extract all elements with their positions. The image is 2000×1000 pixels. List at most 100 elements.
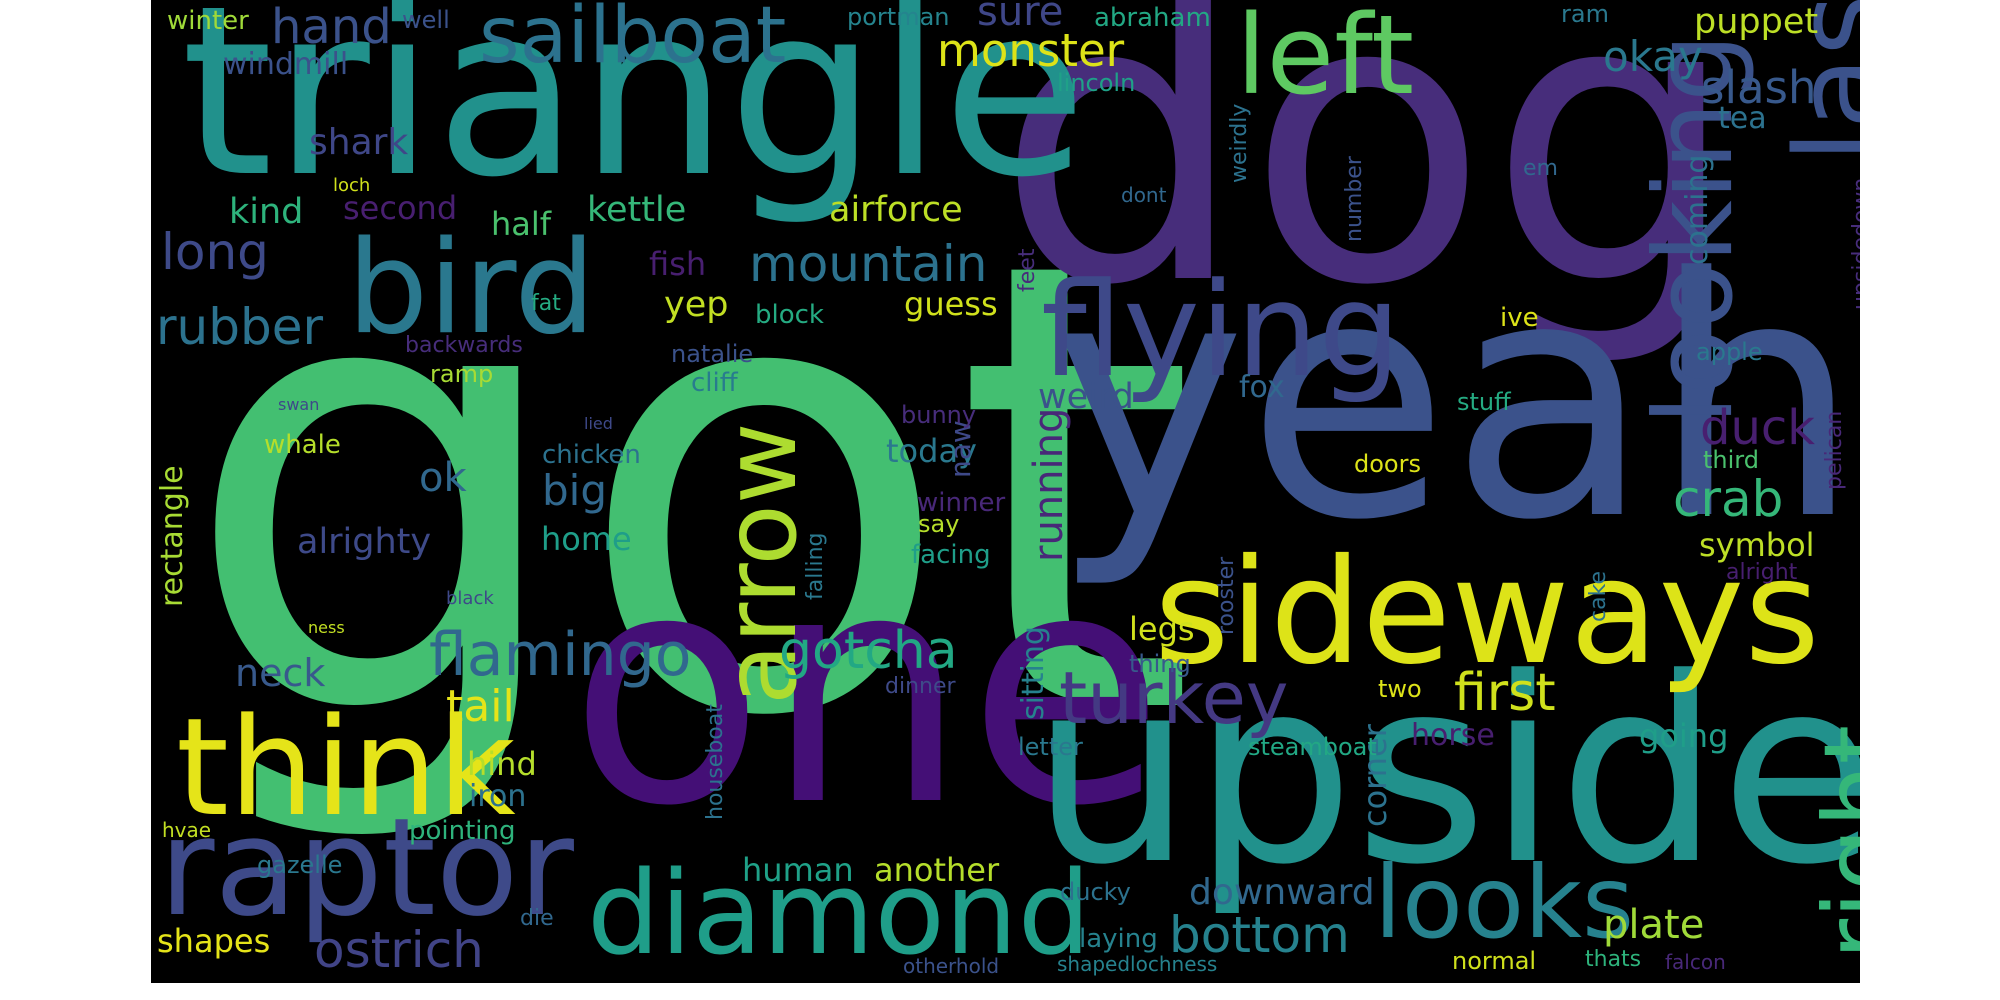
word: crab	[1673, 470, 1784, 528]
word: half	[491, 205, 552, 243]
word: first	[1454, 663, 1556, 723]
word: cliff	[691, 368, 738, 398]
word: shark	[309, 122, 409, 163]
word: symbol	[1699, 526, 1815, 564]
word: hand	[271, 0, 392, 55]
word: left	[1236, 0, 1415, 119]
word: black	[446, 588, 494, 609]
word: die	[520, 906, 554, 931]
word: shapes	[157, 922, 271, 960]
word: chicken	[542, 440, 641, 470]
word: mountain	[749, 235, 988, 293]
word: hvae	[162, 818, 212, 842]
word: okay	[1603, 32, 1703, 81]
word: gazelle	[257, 851, 343, 879]
word: steamboat	[1248, 733, 1377, 761]
word: flamingo	[429, 620, 692, 690]
word: thing	[1129, 650, 1191, 678]
word: third	[1703, 446, 1759, 474]
word: guess	[904, 285, 998, 323]
word: falling	[803, 532, 828, 600]
word: em	[1523, 156, 1558, 181]
word: fox	[1239, 370, 1285, 405]
word: turkey	[1059, 656, 1289, 740]
word: shapedlochness	[1057, 952, 1218, 976]
word: alright	[1726, 560, 1798, 585]
word: horse	[1411, 718, 1495, 753]
word: ramp	[430, 360, 494, 388]
word: otherhold	[903, 954, 1000, 978]
word: sure	[977, 0, 1064, 35]
word: well	[402, 6, 450, 34]
word: lincoln	[1057, 69, 1136, 97]
word: ive	[1500, 303, 1539, 333]
word: block	[755, 300, 824, 330]
word: rooster	[1214, 556, 1239, 635]
word: cake	[1586, 570, 1611, 622]
word: coming	[1680, 154, 1715, 265]
word: tea	[1718, 101, 1767, 136]
word: dont	[1121, 183, 1167, 207]
word: today	[886, 432, 977, 470]
word: running	[1026, 407, 1072, 562]
word: whale	[264, 430, 341, 460]
word: falcon	[1665, 950, 1726, 974]
word: number	[1342, 156, 1367, 242]
word: apple	[1696, 338, 1763, 366]
word: dog	[996, 0, 1740, 372]
word: kind	[229, 192, 304, 232]
word: going	[1639, 717, 1729, 755]
word: two	[1378, 675, 1422, 703]
word: rubber	[156, 298, 324, 356]
word: loch	[333, 175, 371, 196]
word: fat	[531, 291, 561, 316]
word: another	[874, 851, 1000, 889]
word: yep	[664, 285, 729, 325]
word: ok	[419, 455, 467, 501]
word: facing	[911, 540, 991, 570]
word: dinner	[885, 674, 956, 699]
word: sailboat	[479, 0, 787, 81]
word: flying	[1041, 254, 1401, 406]
word: pointing	[409, 816, 516, 846]
word: ostrich	[314, 921, 484, 979]
word: big	[542, 466, 607, 515]
word-cloud: got dog yeah one triangle upside sideway…	[151, 0, 1860, 983]
word: kettle	[587, 190, 687, 230]
word: triangle	[181, 0, 1088, 229]
word: got	[181, 131, 1197, 852]
word: alrighty	[297, 522, 432, 562]
word: bird	[347, 214, 596, 363]
word: swan	[278, 395, 320, 414]
word: yeah	[1051, 208, 1860, 592]
word: upside	[1031, 624, 1860, 921]
word: backwards	[405, 333, 523, 358]
word: puppet	[1694, 2, 1819, 42]
word: duck	[1700, 400, 1816, 456]
word: hind	[467, 745, 537, 783]
word: say	[918, 510, 960, 538]
word: sideways	[1154, 528, 1820, 697]
word: right	[1802, 725, 1860, 960]
word: neck	[235, 651, 326, 695]
word: portman	[847, 3, 950, 31]
word: upsidedown	[1849, 177, 1860, 310]
word: laying	[1079, 924, 1158, 954]
word: weirdly	[1227, 103, 1252, 183]
word: houseboat	[703, 704, 728, 820]
word: human	[742, 851, 854, 889]
word: tail	[446, 681, 515, 732]
word: sitting	[1016, 626, 1051, 720]
word: ram	[1561, 0, 1609, 28]
word: bunny	[901, 401, 977, 429]
word: winter	[167, 6, 249, 36]
word: long	[161, 223, 269, 281]
word: thats	[1585, 947, 1642, 972]
word: iron	[469, 779, 527, 814]
word: letter	[1018, 733, 1083, 761]
word: stuff	[1457, 388, 1511, 416]
word: slash	[1701, 61, 1817, 114]
word: legs	[1129, 610, 1195, 648]
word: natalie	[671, 340, 754, 368]
word: second	[343, 189, 458, 227]
